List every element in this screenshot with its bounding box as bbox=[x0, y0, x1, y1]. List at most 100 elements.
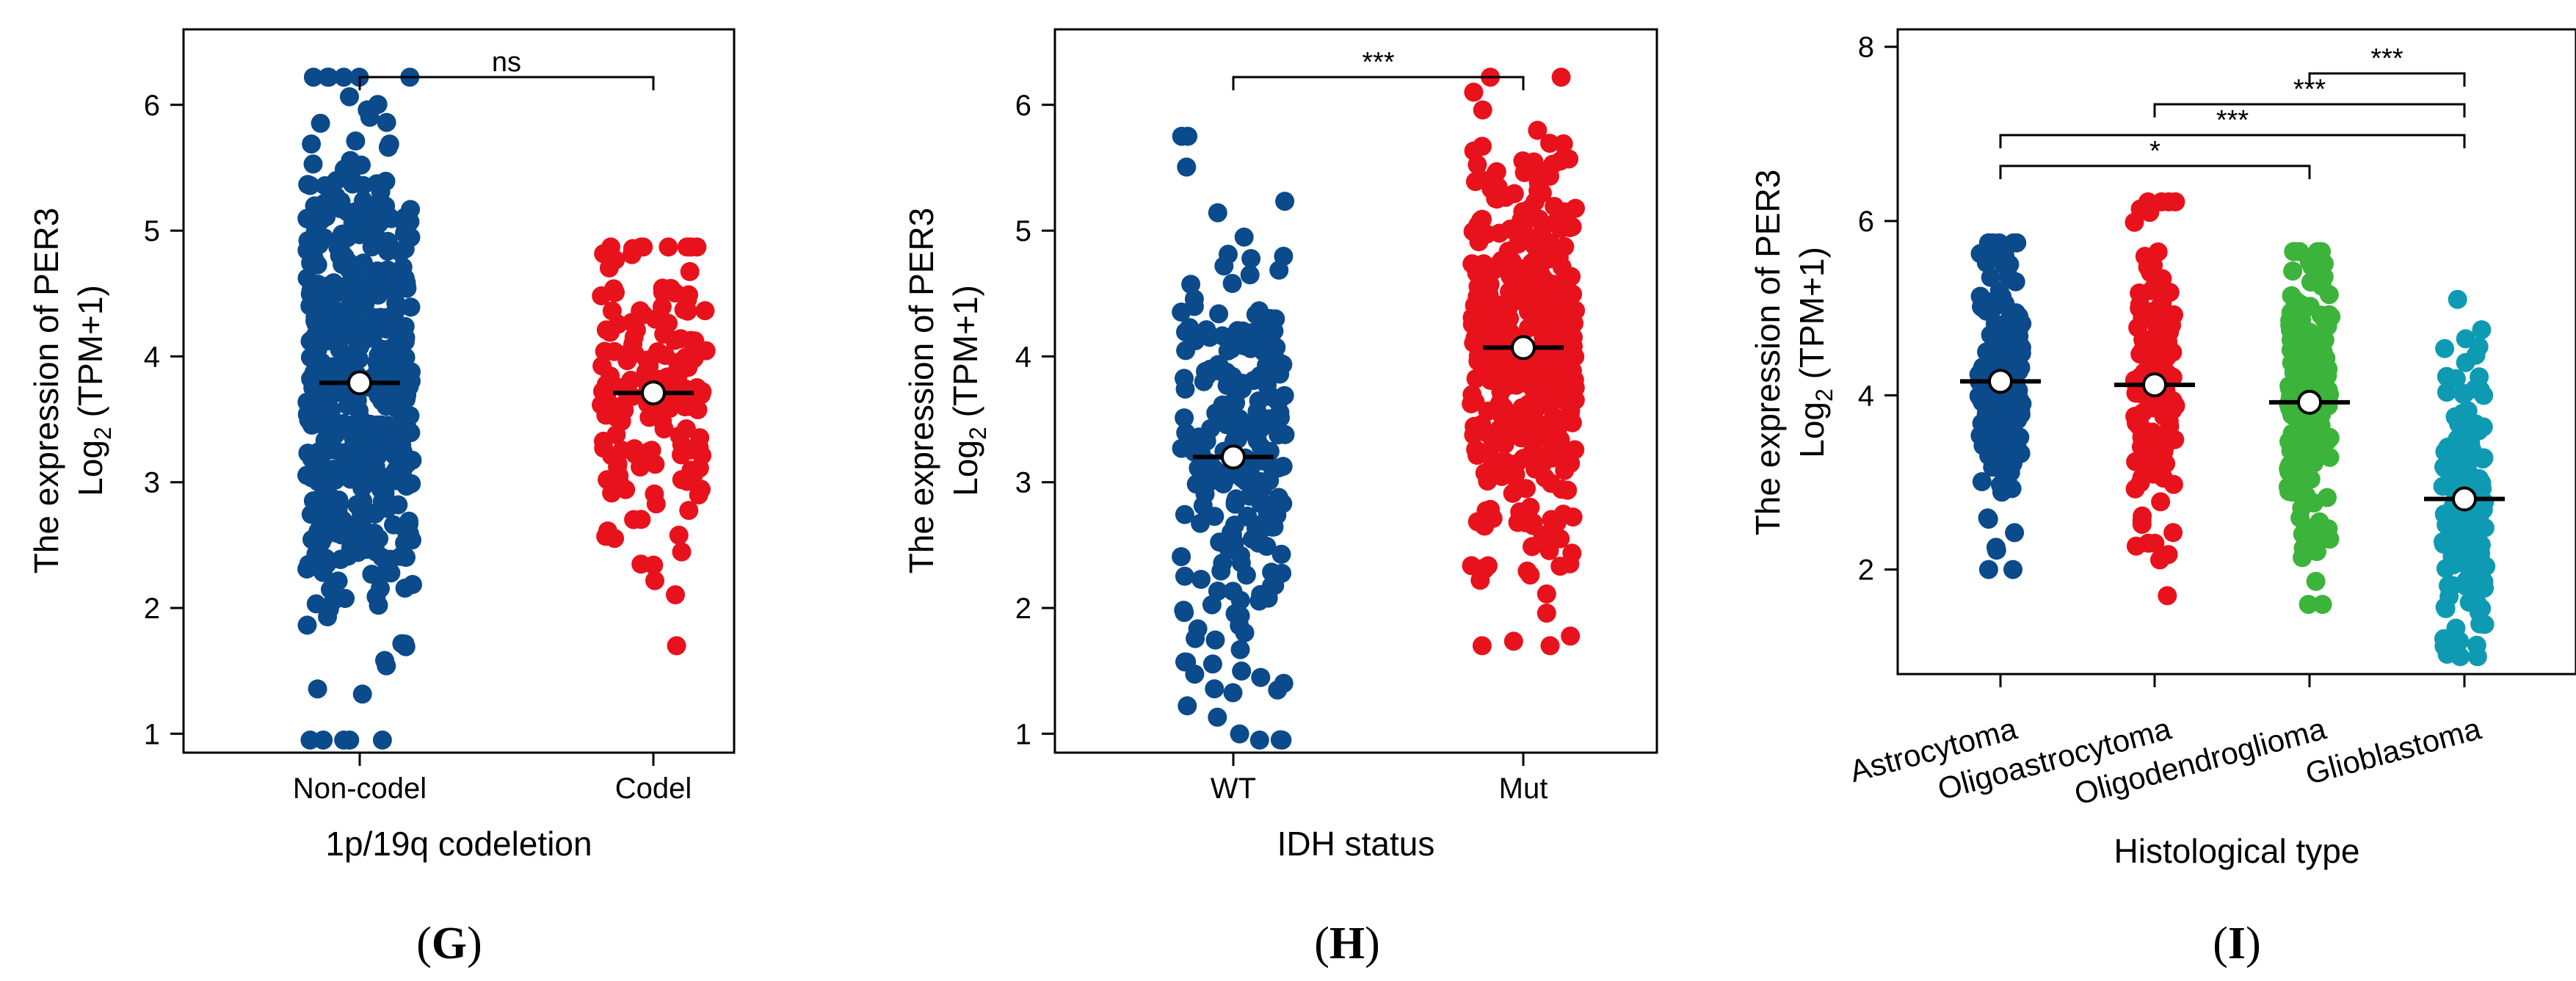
data-point bbox=[2315, 254, 2334, 274]
data-point bbox=[369, 385, 388, 405]
data-point bbox=[1565, 440, 1585, 460]
data-point bbox=[1550, 430, 1570, 449]
data-point bbox=[2158, 332, 2178, 352]
data-point bbox=[1208, 203, 1227, 222]
data-point bbox=[358, 211, 377, 231]
data-point bbox=[2155, 438, 2174, 458]
data-point bbox=[2286, 365, 2306, 385]
data-point bbox=[1978, 560, 1998, 579]
data-point bbox=[2437, 366, 2456, 386]
data-point bbox=[2144, 256, 2163, 275]
data-point bbox=[1213, 553, 1233, 573]
data-point bbox=[1517, 296, 1537, 316]
data-point bbox=[2279, 462, 2299, 482]
data-point bbox=[691, 384, 711, 404]
data-point bbox=[1227, 430, 1247, 449]
data-point bbox=[338, 202, 358, 222]
data-point bbox=[1208, 707, 1227, 727]
points-oligodendroglioma bbox=[2278, 242, 2341, 615]
data-point bbox=[1272, 730, 1292, 750]
data-point bbox=[1979, 446, 1999, 466]
data-point bbox=[1504, 277, 1523, 297]
data-point bbox=[1252, 519, 1272, 539]
data-point bbox=[1545, 350, 1565, 369]
data-point bbox=[381, 563, 401, 583]
data-point bbox=[653, 278, 672, 298]
data-point bbox=[2126, 536, 2146, 556]
data-point bbox=[327, 170, 347, 190]
data-point bbox=[1551, 374, 1571, 394]
data-point bbox=[625, 439, 645, 459]
points-mut bbox=[1462, 68, 1586, 656]
data-point bbox=[1561, 626, 1581, 646]
data-point bbox=[658, 237, 678, 257]
data-point bbox=[2457, 458, 2477, 478]
mean-marker bbox=[2452, 486, 2477, 512]
panel-label-close: ) bbox=[2246, 919, 2261, 969]
data-point bbox=[2140, 203, 2160, 222]
data-point bbox=[340, 730, 360, 750]
data-point bbox=[1550, 529, 1570, 549]
y-axis-label-unit: (TPM+1) bbox=[1793, 247, 1831, 388]
data-point bbox=[353, 491, 373, 511]
y-axis-label-subscript: 2 bbox=[90, 427, 116, 440]
data-point bbox=[2469, 337, 2489, 357]
data-point bbox=[1177, 157, 1197, 177]
data-point bbox=[1271, 544, 1291, 564]
panel-label: (I) bbox=[2213, 919, 2260, 969]
data-point bbox=[1198, 365, 1217, 385]
panel-label-open: ( bbox=[1314, 919, 1329, 969]
data-point bbox=[653, 411, 672, 431]
data-point bbox=[2307, 361, 2326, 381]
x-tick-label: Non-codel bbox=[293, 772, 427, 805]
data-point bbox=[1484, 319, 1504, 339]
data-point bbox=[368, 273, 387, 293]
data-point bbox=[1230, 724, 1249, 744]
data-point bbox=[393, 344, 413, 364]
data-point bbox=[1993, 411, 2013, 431]
data-point bbox=[1243, 413, 1263, 432]
data-point bbox=[1487, 162, 1506, 181]
data-point bbox=[346, 131, 366, 151]
data-point bbox=[1514, 163, 1534, 182]
y-axis-label-line1: The expression of PER3 bbox=[27, 208, 65, 574]
data-point bbox=[679, 501, 699, 521]
data-point bbox=[1528, 272, 1548, 292]
data-point bbox=[2293, 548, 2312, 568]
data-point bbox=[1520, 413, 1539, 432]
mean-marker bbox=[2142, 372, 2167, 398]
data-point bbox=[2282, 482, 2302, 502]
data-point bbox=[1274, 673, 1294, 693]
data-point bbox=[680, 261, 700, 281]
data-point bbox=[2300, 322, 2320, 342]
data-point bbox=[333, 224, 352, 244]
data-point bbox=[391, 389, 411, 409]
data-point bbox=[1178, 696, 1197, 716]
data-point bbox=[1466, 369, 1486, 388]
data-point bbox=[350, 432, 370, 452]
data-point bbox=[2283, 261, 2303, 281]
data-point bbox=[1553, 504, 1573, 524]
data-point bbox=[2312, 339, 2332, 358]
significance-bracket: ns bbox=[358, 47, 655, 90]
data-point bbox=[2472, 320, 2492, 340]
panel-label-close: ) bbox=[1365, 919, 1380, 969]
data-point bbox=[326, 500, 346, 520]
data-point bbox=[2132, 511, 2152, 531]
data-point bbox=[318, 68, 338, 87]
data-point bbox=[1473, 137, 1492, 156]
data-point bbox=[2451, 418, 2471, 438]
data-point bbox=[2136, 305, 2155, 325]
data-point bbox=[390, 431, 410, 451]
data-point bbox=[1257, 355, 1276, 375]
data-point bbox=[395, 579, 415, 598]
data-point bbox=[391, 242, 410, 262]
data-point bbox=[303, 154, 323, 174]
data-point bbox=[1472, 415, 1492, 434]
data-point bbox=[1205, 630, 1225, 650]
data-point bbox=[1555, 236, 1575, 256]
data-point bbox=[2150, 550, 2169, 570]
data-point bbox=[658, 314, 678, 333]
data-point bbox=[672, 542, 692, 562]
data-point bbox=[2435, 339, 2455, 358]
